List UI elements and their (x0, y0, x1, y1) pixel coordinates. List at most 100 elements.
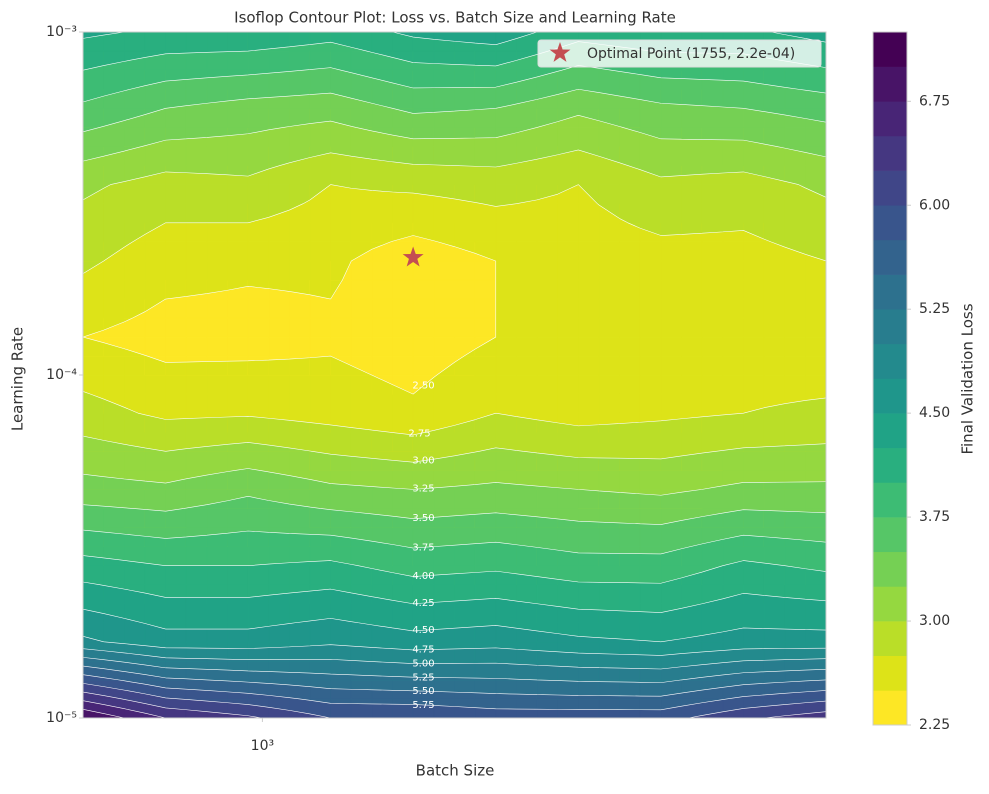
colorbar-band (873, 448, 907, 483)
contour-fill (227, 547, 248, 566)
contour-fill (640, 612, 661, 623)
contour-fill (496, 223, 517, 242)
contour-fill (599, 318, 620, 337)
contour-fill (764, 451, 785, 470)
contour-fill (702, 242, 723, 261)
contour-fill (372, 547, 393, 566)
contour-fill (702, 127, 723, 139)
contour-fill (434, 432, 455, 451)
contour-fill (393, 146, 414, 164)
contour-fill (145, 146, 166, 165)
contour-fill (124, 127, 145, 146)
contour-fill (269, 394, 290, 413)
contour-fill (454, 51, 475, 65)
contour-fill (764, 127, 785, 146)
contour-fill (640, 470, 661, 489)
contour-fill (454, 648, 475, 660)
contour-fill (805, 413, 826, 432)
contour-fill (454, 108, 475, 127)
contour-fill (723, 489, 744, 508)
contour-fill (702, 489, 723, 508)
contour-fill (578, 609, 599, 623)
contour-fill (269, 451, 290, 470)
contour-fill (599, 166, 620, 185)
contour-fill (785, 337, 806, 356)
contour-fill (599, 127, 620, 146)
contour-fill (475, 604, 496, 623)
contour-fill (413, 166, 434, 185)
contour-fill (227, 597, 248, 603)
contour-fill (496, 604, 517, 623)
colorbar-tick-label: 4.50 (919, 405, 950, 421)
contour-label: 5.25 (412, 672, 434, 683)
contour-fill (351, 299, 372, 318)
contour-fill (537, 394, 558, 413)
contour-fill (289, 299, 310, 318)
contour-fill (289, 685, 310, 699)
contour-fill (805, 482, 826, 490)
contour-fill (248, 51, 269, 70)
contour-fill (661, 70, 682, 78)
colorbar-tick-label: 2.25 (919, 717, 950, 733)
contour-fill (166, 89, 187, 108)
contour-fill (682, 489, 703, 508)
contour-fill (310, 451, 331, 470)
contour-fill (764, 146, 785, 165)
contour-fill (186, 127, 207, 138)
contour-fill (516, 664, 537, 680)
contour-fill (764, 671, 785, 680)
contour-fill (558, 394, 579, 413)
colorbar-band (873, 552, 907, 587)
contour-fill (558, 166, 579, 185)
contour-fill (372, 489, 393, 508)
contour-fill (434, 280, 455, 299)
contour-fill (434, 318, 455, 337)
contour-fill (620, 185, 641, 204)
contour-fill (723, 146, 744, 165)
contour-fill (145, 604, 166, 623)
contour-fill (537, 356, 558, 375)
contour-fill (227, 261, 248, 280)
contour-fill (620, 528, 641, 547)
contour-fill (620, 492, 641, 508)
contour-fill (269, 508, 290, 527)
contour-fill (516, 375, 537, 394)
contour-fill (83, 204, 104, 223)
contour-fill (186, 185, 207, 204)
contour-fill (682, 108, 703, 127)
contour-fill (434, 516, 455, 528)
contour-fill (764, 375, 785, 394)
contour-fill (207, 508, 228, 527)
contour-fill (83, 299, 104, 318)
contour-fill (166, 508, 187, 527)
contour-fill (145, 204, 166, 223)
contour-fill (785, 547, 806, 566)
contour-fill (289, 566, 310, 585)
contour-fill (578, 127, 599, 146)
contour-fill (331, 375, 352, 394)
contour-fill (764, 280, 785, 299)
contour-fill (393, 185, 414, 193)
contour-fill (599, 337, 620, 356)
contour-fill (785, 318, 806, 337)
contour-fill (372, 432, 393, 451)
contour-fill (310, 242, 331, 261)
contour-fill (104, 127, 125, 146)
contour-fill (289, 358, 310, 375)
contour-fill (248, 185, 269, 204)
contour-fill (496, 185, 517, 204)
contour-fill (702, 261, 723, 280)
contour-fill (351, 280, 372, 299)
contour-fill (599, 261, 620, 280)
contour-fill (331, 299, 352, 318)
contour-fill (310, 318, 331, 337)
contour-fill (207, 32, 228, 51)
contour-fill (351, 108, 372, 127)
contour-fill (620, 108, 641, 127)
contour-fill (702, 223, 723, 233)
contour-fill (475, 547, 496, 566)
contour-fill (413, 280, 434, 299)
contour-fill (227, 337, 248, 356)
contour-fill (516, 709, 537, 718)
contour-fill (496, 261, 517, 280)
